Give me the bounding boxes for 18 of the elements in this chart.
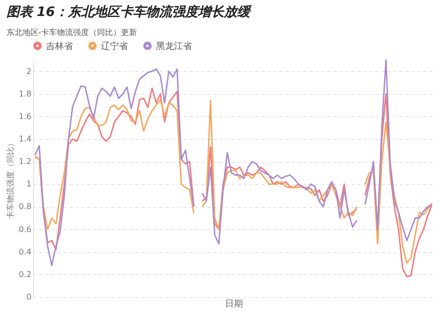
legend-label: 辽宁省: [101, 40, 128, 52]
y-tick-label: 0.2: [18, 270, 32, 279]
y-tick-label: 1.4: [18, 134, 32, 144]
y-tick-label: 2: [26, 66, 32, 76]
y-axis-title: 卡车物流强度（同比）: [6, 139, 15, 219]
y-tick-label: 0: [26, 292, 32, 302]
y-tick-label: 1.8: [18, 89, 32, 98]
y-tick-label: 1.6: [18, 112, 32, 121]
y-tick-label: 0.4: [18, 247, 32, 256]
y-tick-label: 1.2: [18, 157, 32, 166]
x-axis-title: 日期: [225, 298, 243, 310]
chart-title: 图表 16：东北地区卡车物流强度增长放缓: [6, 4, 252, 20]
y-tick-label: 0.6: [18, 224, 32, 234]
chart-subtitle: 东北地区-卡车物流强度（同比）更新: [6, 28, 138, 37]
legend-label: 吉林省: [46, 40, 73, 52]
y-tick-label: 1: [26, 180, 32, 189]
legend-label: 黑龙江省: [156, 40, 192, 52]
y-tick-label: 0.8: [18, 202, 32, 212]
